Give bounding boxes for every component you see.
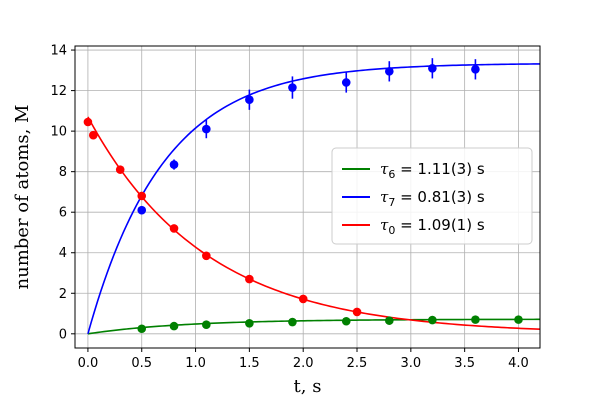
data-point [514,315,523,324]
legend-label-0: τ6 = 1.11(3) s [380,160,485,181]
axis-ticks: 0.0 0.5 1.0 1.5 2.0 2.5 3.0 3.5 4.0 0 2 4 6 8 10 12 14 [50,44,528,371]
data-point [471,65,480,74]
legend-box [331,147,533,245]
data-point [245,274,254,284]
data-point [385,67,394,76]
x-tick-label: 2.0 [293,356,314,371]
x-axis-label: t, s [294,376,322,397]
y-tick-label: 12 [50,84,67,99]
legend-symbol: τ [380,160,389,178]
y-tick-label: 0 [59,327,67,342]
fit-curve-1 [87,63,541,335]
data-point [341,316,351,326]
legend-value: = 1.09(1) s [395,216,485,234]
data-point [169,321,179,331]
y-tick-label: 8 [59,165,67,180]
legend-label-1: τ7 = 0.81(3) s [380,188,485,209]
x-tick-label: 4.0 [508,356,529,371]
y-tick-label: 10 [50,125,67,140]
data-point [137,205,147,215]
x-tick-label: 1.5 [239,356,260,371]
data-point [88,130,98,140]
y-axis-label: number of atoms, M [12,105,33,290]
legend-subscript: 6 [388,168,395,181]
data-point [137,324,147,334]
fit-curve-2 [87,116,541,331]
data-point [288,317,297,327]
y-tick-label: 4 [59,246,67,261]
data-point [202,320,211,329]
legend: τ6 = 1.11(3) sτ7 = 0.81(3) sτ0 = 1.09(1)… [331,147,533,245]
legend-subscript: 0 [388,224,395,237]
legend-symbol: τ [380,188,389,206]
data-point [115,165,125,174]
fit-curve-0 [87,318,540,335]
y-tick-label: 2 [59,287,67,302]
data-points [83,58,523,334]
legend-label-2: τ0 = 1.09(1) s [380,216,485,237]
data-point [137,191,147,201]
y-tick-label: 14 [50,44,67,59]
data-point [202,251,211,261]
x-tick-label: 1.0 [185,356,206,371]
x-tick-label: 0.0 [78,356,99,371]
x-tick-label: 2.5 [347,356,368,371]
data-point [83,117,93,127]
fit-curves [87,63,541,335]
x-tick-label: 0.5 [131,356,152,371]
data-point [169,224,179,233]
data-point [352,307,362,317]
data-point [288,83,297,92]
legend-value: = 0.81(3) s [395,188,485,206]
data-point [428,63,437,73]
data-point [245,95,254,105]
data-point [202,124,211,134]
legend-symbol: τ [380,216,389,234]
data-point [298,294,308,304]
data-point [428,315,437,325]
legend-subscript: 7 [388,196,395,209]
data-point [169,160,179,169]
data-point [341,78,351,87]
plot-frame [74,45,541,349]
x-tick-label: 3.5 [454,356,475,371]
legend-value: = 1.11(3) s [395,160,485,178]
grid [75,46,540,348]
x-tick-label: 3.0 [400,356,421,371]
y-tick-label: 6 [59,206,67,221]
data-point [471,315,480,324]
data-point [245,318,254,328]
data-point [385,316,394,325]
